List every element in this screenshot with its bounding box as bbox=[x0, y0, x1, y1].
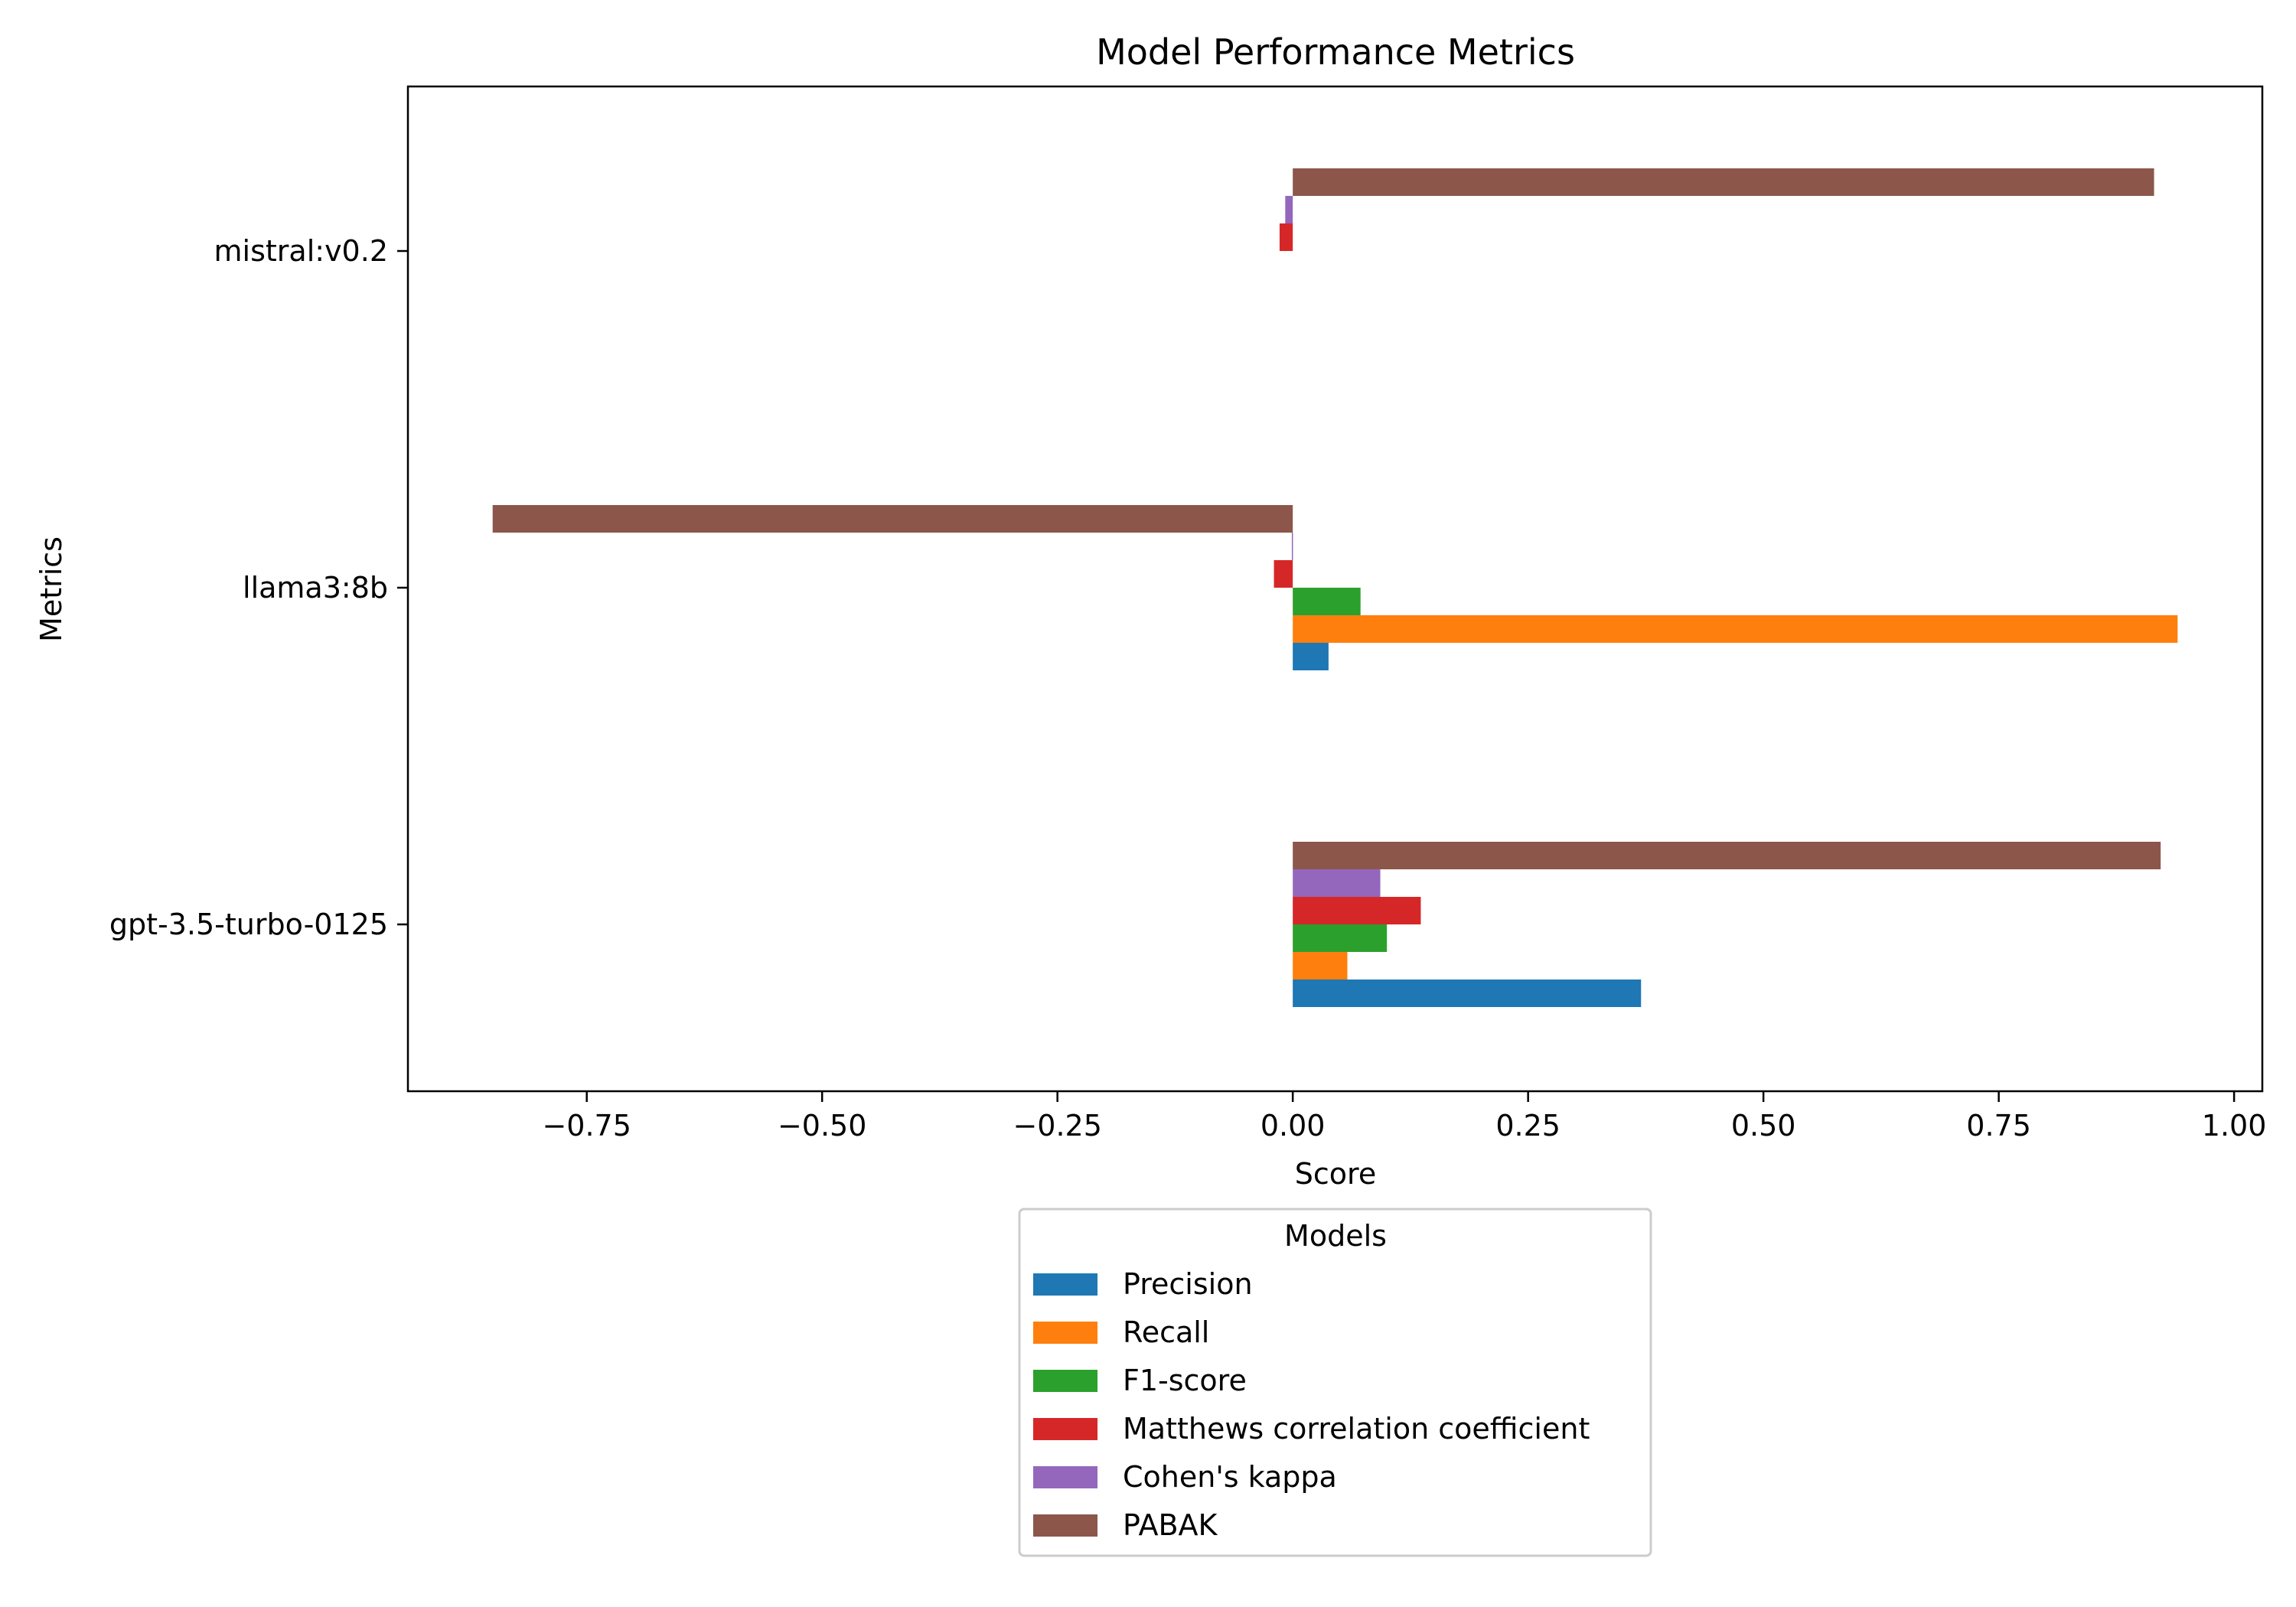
legend-swatch bbox=[1033, 1514, 1097, 1537]
bar-precision-llama3-8b bbox=[1293, 643, 1329, 670]
bar-cohen-s-kappa-mistral-v0-2 bbox=[1285, 196, 1293, 223]
bar-f1-score-llama3-8b bbox=[1293, 588, 1361, 615]
x-tick-label: −0.75 bbox=[542, 1109, 631, 1143]
bar-recall-gpt-3-5-turbo-0125 bbox=[1293, 952, 1348, 980]
legend-swatch bbox=[1033, 1322, 1097, 1344]
y-axis-title: Metrics bbox=[34, 536, 68, 642]
legend-label: Matthews correlation coefficient bbox=[1123, 1412, 1590, 1446]
bar-pabak-gpt-3-5-turbo-0125 bbox=[1293, 842, 2161, 869]
legend-swatch bbox=[1033, 1466, 1097, 1488]
x-axis-ticks: −0.75 −0.50 −0.25 0.00 0.25 0.50 0.75 1.00 bbox=[542, 1091, 2266, 1143]
legend-items: Precision Recall F1-score Matthews correlat… bbox=[1033, 1267, 1590, 1542]
bar-precision-gpt-3-5-turbo-0125 bbox=[1293, 980, 1642, 1007]
bar-pabak-mistral-v0-2 bbox=[1293, 168, 2154, 196]
legend-label: Cohen's kappa bbox=[1123, 1460, 1337, 1494]
legend-label: Recall bbox=[1123, 1315, 1209, 1349]
y-axis-ticks: gpt-3.5-turbo-0125 llama3:8b mistral:v0.2 bbox=[109, 234, 408, 941]
bar-recall-llama3-8b bbox=[1293, 615, 2178, 643]
y-tick-label: mistral:v0.2 bbox=[214, 234, 388, 268]
bar-cohen-s-kappa-gpt-3-5-turbo-0125 bbox=[1293, 869, 1381, 897]
legend-swatch bbox=[1033, 1273, 1097, 1296]
legend-title: Models bbox=[1284, 1219, 1387, 1253]
bar-f1-score-gpt-3-5-turbo-0125 bbox=[1293, 924, 1388, 952]
legend-swatch bbox=[1033, 1370, 1097, 1392]
legend-swatch bbox=[1033, 1418, 1097, 1440]
bar-matthews-correlation-coefficient-gpt-3-5-turbo-0125 bbox=[1293, 897, 1421, 924]
y-tick-label: llama3:8b bbox=[243, 571, 388, 605]
bar-matthews-correlation-coefficient-mistral-v0-2 bbox=[1279, 223, 1293, 251]
legend-label: PABAK bbox=[1123, 1508, 1218, 1542]
x-tick-label: 0.25 bbox=[1495, 1109, 1561, 1143]
x-tick-label: −0.25 bbox=[1013, 1109, 1101, 1143]
x-axis-title: Score bbox=[1295, 1157, 1376, 1191]
x-tick-label: −0.50 bbox=[778, 1109, 866, 1143]
legend-box bbox=[1018, 1208, 1652, 1557]
bar-pabak-llama3-8b bbox=[492, 505, 1293, 533]
bar-matthews-correlation-coefficient-llama3-8b bbox=[1274, 560, 1293, 588]
legend-label: F1-score bbox=[1123, 1364, 1247, 1397]
legend: Models Precision Recall F1-score Matthews c… bbox=[1018, 1208, 1652, 1557]
legend-label: Precision bbox=[1123, 1267, 1253, 1301]
x-tick-label: 0.50 bbox=[1731, 1109, 1796, 1143]
x-tick-label: 0.75 bbox=[1966, 1109, 2031, 1143]
y-tick-label: gpt-3.5-turbo-0125 bbox=[109, 908, 388, 941]
bar-cohen-s-kappa-llama3-8b bbox=[1291, 533, 1293, 560]
bars-layer bbox=[492, 168, 2178, 1007]
plot-frame bbox=[406, 85, 2264, 1093]
chart-title: Model Performance Metrics bbox=[1096, 31, 1575, 73]
x-tick-label: 0.00 bbox=[1261, 1109, 1326, 1143]
x-tick-label: 1.00 bbox=[2202, 1109, 2267, 1143]
